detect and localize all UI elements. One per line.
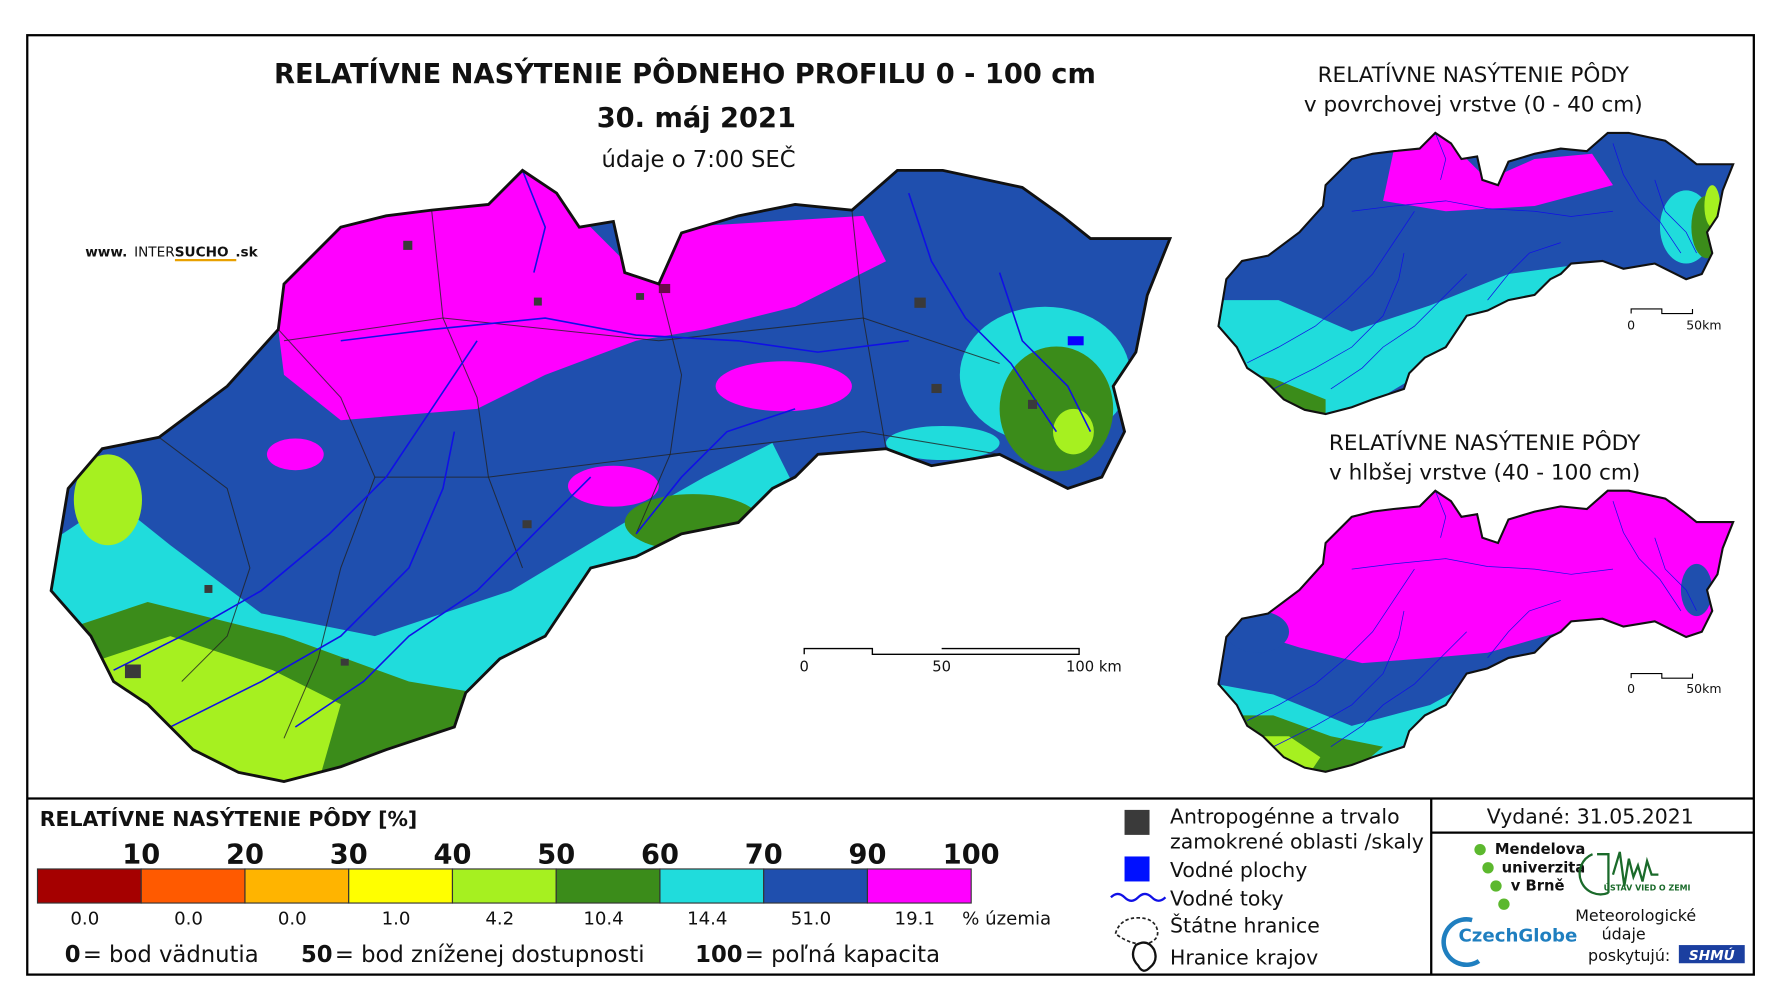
legend-tick-label: 100 (943, 839, 1000, 870)
footnote-text: = poľná kapacita (745, 942, 940, 968)
footnote-value: 50 (301, 942, 333, 968)
legend-swatch (244, 868, 350, 904)
symbol-anthropogenic (1124, 809, 1150, 835)
symbol-label: Hranice krajov (1170, 945, 1318, 969)
inset-title: v hlbšej vrstve (40 - 100 cm) (1329, 460, 1640, 485)
symbol-water (1124, 856, 1150, 882)
scale-label: 50km (1686, 317, 1721, 332)
credit-meteo: údaje (1602, 924, 1646, 943)
website: www. INTERSUCHO .sk (85, 245, 258, 261)
legend-share: 0.0 (70, 909, 99, 930)
legend-share: 19.1 (895, 909, 935, 930)
mendel-logo-dots (1474, 843, 1510, 910)
legend-tick-label: 70 (745, 839, 783, 870)
legend-tick-label: 10 (122, 839, 160, 870)
footnote: 0 = bod vädnutia (65, 942, 259, 968)
symbol-river (1110, 892, 1167, 902)
legend-share-unit: % územia (962, 909, 1051, 930)
scale-bar (1630, 673, 1694, 679)
legend-swatch (866, 868, 972, 904)
symbol-label: Vodné toky (1170, 886, 1284, 910)
footnote-text: = bod zníženej dostupnosti (335, 942, 645, 968)
website-prefix: www. (85, 245, 127, 261)
legend-swatch (555, 868, 661, 904)
credit-ustav: ÚSTAV VIED O ZEMI (1604, 882, 1691, 893)
website-brand: SUCHO (175, 245, 229, 261)
symbol-label: Antropogénne a trvalo (1170, 805, 1400, 829)
issued: Vydané: 31.05.2021 (1487, 805, 1694, 829)
footnote-text: = bod vädnutia (83, 942, 259, 968)
scale-label: 50 (932, 658, 951, 675)
legend-share: 51.0 (791, 909, 831, 930)
scale-label: 0 (1627, 681, 1635, 696)
footnote: 100 = poľná kapacita (695, 942, 940, 968)
legend-swatch (451, 868, 557, 904)
inset-title: RELATÍVNE NASÝTENIE PÔDY (1329, 430, 1641, 456)
legend-tick-label: 40 (434, 839, 472, 870)
legend-title: RELATÍVNE NASÝTENIE PÔDY [%] (40, 806, 418, 831)
credit-shmu: SHMÚ (1689, 946, 1735, 964)
legend: 10 0.0 20 0.0 30 0.0 40 1.0 50 4.2 60 10.4 70 14.4 90 5… (36, 839, 1051, 930)
legend-share: 10.4 (583, 909, 623, 930)
ustav-logo (1578, 851, 1659, 896)
legend-tick-label: 50 (537, 839, 575, 870)
footnote-value: 0 (65, 942, 81, 968)
legend-swatch (659, 868, 765, 904)
legend-share: 0.0 (174, 909, 203, 930)
inset-title: v povrchovej vrstve (0 - 40 cm) (1304, 92, 1643, 117)
symbol-label: zamokrené oblasti /skaly (1170, 830, 1424, 854)
legend-swatch (763, 868, 869, 904)
title: RELATÍVNE NASÝTENIE PÔDNEHO PROFILU 0 - … (274, 58, 1096, 90)
legend-share: 1.0 (382, 909, 411, 930)
credit-mendel: univerzita (1502, 859, 1586, 876)
credit-czechglobe: CzechGlobe (1458, 926, 1577, 947)
scale-label: 0 (1627, 317, 1635, 332)
website-suffix: .sk (235, 245, 258, 261)
legend-tick-label: 20 (226, 839, 264, 870)
credit-mendel: v Brně (1511, 878, 1565, 895)
scale-label: 50km (1686, 681, 1721, 696)
time-note: údaje o 7:00 SEČ (602, 145, 796, 173)
credit-meteo: Meteorologické (1575, 906, 1696, 925)
symbol-region-border (1131, 941, 1157, 972)
credit-meteo: poskytujú: (1588, 946, 1670, 965)
scale-bar (1630, 308, 1694, 315)
inset-title: RELATÍVNE NASÝTENIE PÔDY (1318, 62, 1630, 88)
legend-swatch (36, 868, 142, 904)
legend-share: 14.4 (687, 909, 727, 930)
czechglobe-logo (1441, 917, 1481, 967)
legend-swatch (140, 868, 246, 904)
legend-share: 0.0 (278, 909, 307, 930)
legend-tick-label: 60 (641, 839, 679, 870)
date: 30. máj 2021 (597, 103, 796, 134)
legend-swatch (348, 868, 454, 904)
footnote-value: 100 (695, 942, 742, 968)
scale-bar (803, 647, 1080, 655)
symbol-label: Vodné plochy (1170, 858, 1307, 882)
scale-label: 0 (800, 658, 809, 675)
legend-share: 4.2 (485, 909, 514, 930)
credit-mendel: Mendelova (1495, 841, 1586, 858)
legend-tick-label: 90 (848, 839, 886, 870)
website-brand: INTER (134, 245, 175, 261)
shmu-logo (1678, 945, 1745, 964)
footnote: 50 = bod zníženej dostupnosti (301, 942, 645, 968)
scale-label: 100 km (1066, 658, 1122, 675)
symbol-label: Štátne hranice (1170, 913, 1320, 938)
legend-tick-label: 30 (330, 839, 368, 870)
